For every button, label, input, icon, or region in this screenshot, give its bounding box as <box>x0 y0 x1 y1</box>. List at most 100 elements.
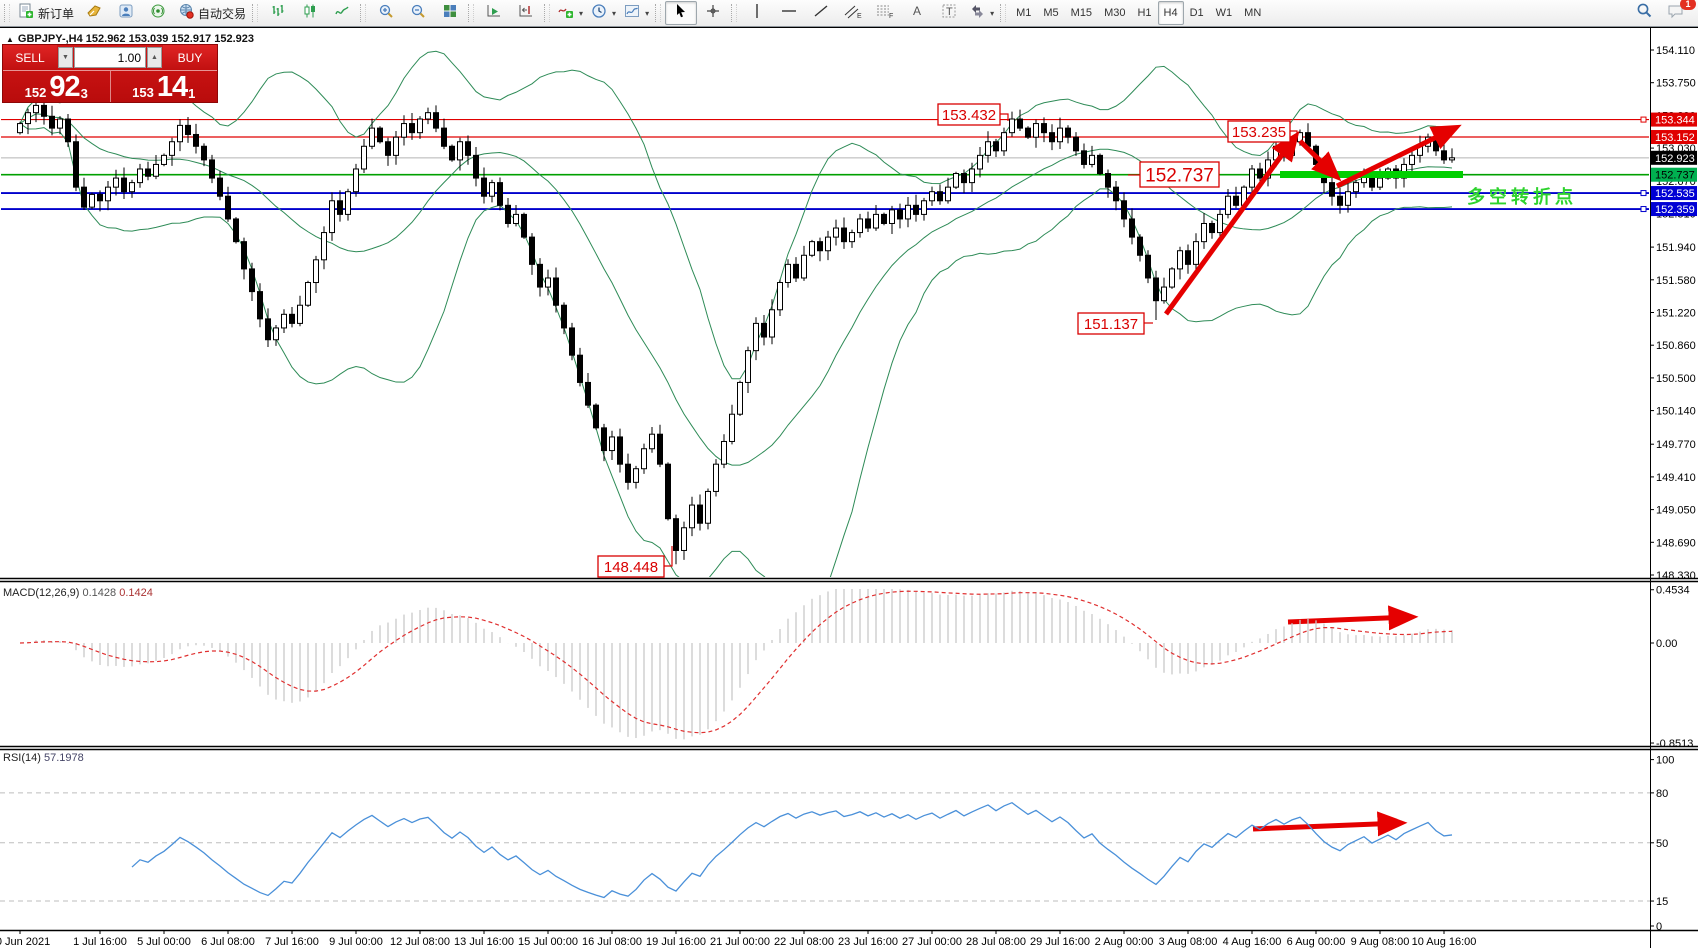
line-chart-icon <box>334 3 350 24</box>
auto-scroll-button[interactable] <box>478 1 510 25</box>
svg-text:149.410: 149.410 <box>1656 472 1696 484</box>
timeframe-h1-button[interactable]: H1 <box>1137 7 1152 19</box>
sell-price[interactable]: 152 92 3 <box>3 71 110 102</box>
toolbar-grip[interactable] <box>252 4 259 22</box>
text-label-icon: T <box>941 3 957 24</box>
new-order-label: 新订单 <box>38 6 75 21</box>
timeframe-m30-button[interactable]: M30 <box>1104 7 1126 19</box>
toolbar-grip[interactable] <box>4 4 10 22</box>
indicators-button[interactable]: ▾ <box>554 1 587 25</box>
macd-label: MACD(12,26,9) 0.1428 0.1424 <box>3 587 153 599</box>
svg-text:153.344: 153.344 <box>1655 115 1695 127</box>
text-tool-button[interactable]: A <box>901 1 933 25</box>
chevron-down-icon: ▾ <box>579 8 584 18</box>
notifications-button[interactable]: 1 <box>1660 0 1696 25</box>
profile-icon <box>118 3 134 24</box>
svg-text:152.535: 152.535 <box>1655 188 1695 200</box>
svg-text:151.137: 151.137 <box>1084 316 1138 333</box>
vertical-line-tool-button[interactable] <box>741 1 773 25</box>
line-chart-button[interactable] <box>326 1 358 25</box>
chart-shift-icon <box>518 3 534 24</box>
timeframe-m5-button[interactable]: M5 <box>1043 7 1059 19</box>
signals-button[interactable] <box>142 1 174 25</box>
zoom-out-icon <box>410 3 426 24</box>
candlestick-chart-button[interactable] <box>294 1 326 25</box>
svg-text:151.220: 151.220 <box>1656 307 1696 319</box>
svg-text:154.110: 154.110 <box>1656 45 1695 57</box>
equidistant-channel-icon: E <box>844 3 862 24</box>
svg-text:0.00: 0.00 <box>1656 638 1677 650</box>
svg-text:152.359: 152.359 <box>1655 204 1695 216</box>
timeframe-h4-button[interactable]: H4 <box>1157 1 1184 25</box>
chart-shift-button[interactable] <box>510 1 542 25</box>
timeframe-m1-button[interactable]: M1 <box>1016 7 1032 19</box>
svg-text:80: 80 <box>1656 788 1668 800</box>
profile-button[interactable] <box>110 1 142 25</box>
svg-text:T: T <box>946 6 953 18</box>
text-label-tool-button[interactable]: T <box>933 1 965 25</box>
search-button[interactable] <box>1628 1 1660 25</box>
buy-price-big: 14 <box>156 71 188 103</box>
fibonacci-tool-button[interactable]: F <box>869 1 901 25</box>
svg-text:50: 50 <box>1656 838 1668 850</box>
cursor-tool-button[interactable] <box>665 1 698 25</box>
trendline-icon <box>813 3 829 24</box>
svg-text:10 Aug 16:00: 10 Aug 16:00 <box>1412 936 1477 948</box>
chart-canvas[interactable]: 154.110153.750153.390153.030152.670152.3… <box>0 27 1698 948</box>
collapse-panel-icon[interactable]: ▲ <box>6 35 14 44</box>
toolbar-grip[interactable] <box>544 4 551 22</box>
svg-text:6 Jul 08:00: 6 Jul 08:00 <box>201 936 255 948</box>
buy-price-sup: 1 <box>188 86 196 101</box>
notification-count-badge: 1 <box>1680 0 1696 10</box>
arrows-tool-button[interactable]: ▾ <box>965 1 998 25</box>
svg-text:152.737: 152.737 <box>1655 170 1695 182</box>
new-order-button[interactable]: 新订单 <box>14 1 78 25</box>
toolbar-grip[interactable] <box>655 4 662 22</box>
toolbar-grip[interactable] <box>468 4 475 22</box>
text-icon: A <box>910 3 924 24</box>
shapes-icon <box>969 3 985 24</box>
buy-button[interactable]: BUY <box>163 45 217 70</box>
bar-chart-button[interactable] <box>262 1 294 25</box>
tile-windows-button[interactable] <box>434 1 466 25</box>
periods-button[interactable]: ▾ <box>587 1 620 25</box>
autotrading-button[interactable]: 自动交易 <box>174 1 250 25</box>
channel-tool-button[interactable]: E <box>837 1 869 25</box>
crosshair-tool-button[interactable] <box>697 1 729 25</box>
buy-price[interactable]: 153 14 1 <box>109 71 218 103</box>
zoom-out-button[interactable] <box>402 1 434 25</box>
svg-text:153.750: 153.750 <box>1656 78 1696 90</box>
svg-text:多空转折点: 多空转折点 <box>1467 186 1577 207</box>
svg-text:150.500: 150.500 <box>1656 373 1696 385</box>
template-icon <box>624 3 640 24</box>
svg-text:0.4534: 0.4534 <box>1656 585 1690 597</box>
chevron-down-icon: ▾ <box>645 8 650 18</box>
volume-decrease-button[interactable]: ▼ <box>58 47 73 68</box>
svg-text:27 Jul 00:00: 27 Jul 00:00 <box>902 936 962 948</box>
svg-text:23 Jul 16:00: 23 Jul 16:00 <box>838 936 898 948</box>
volume-increase-button[interactable]: ▲ <box>147 47 162 68</box>
sell-button[interactable]: SELL <box>3 45 57 70</box>
svg-text:7 Jul 16:00: 7 Jul 16:00 <box>265 936 319 948</box>
buy-price-small: 153 <box>132 85 154 100</box>
svg-text:2 Aug 00:00: 2 Aug 00:00 <box>1095 936 1154 948</box>
timeframe-w1-button[interactable]: W1 <box>1215 7 1233 19</box>
toolbar-grip[interactable] <box>360 4 367 22</box>
timeframe-d1-button[interactable]: D1 <box>1189 7 1204 19</box>
fibonacci-icon: F <box>876 3 894 24</box>
toolbar-grip[interactable] <box>731 4 738 22</box>
svg-text:153.152: 153.152 <box>1655 132 1695 144</box>
search-icon <box>1636 2 1653 24</box>
timeframe-m15-button[interactable]: M15 <box>1070 7 1093 19</box>
templates-button[interactable]: ▾ <box>620 1 653 25</box>
zoom-in-button[interactable] <box>370 1 402 25</box>
horizontal-line-tool-button[interactable] <box>773 1 805 25</box>
trendline-tool-button[interactable] <box>805 1 837 25</box>
timeframe-mn-button[interactable]: MN <box>1244 7 1262 19</box>
volume-input[interactable] <box>74 47 146 68</box>
toolbar-grip[interactable] <box>1000 4 1007 22</box>
metaeditor-button[interactable] <box>78 1 110 25</box>
autotrading-icon <box>178 3 194 24</box>
svg-text:12 Jul 08:00: 12 Jul 08:00 <box>390 936 450 948</box>
svg-text:22 Jul 08:00: 22 Jul 08:00 <box>774 936 834 948</box>
